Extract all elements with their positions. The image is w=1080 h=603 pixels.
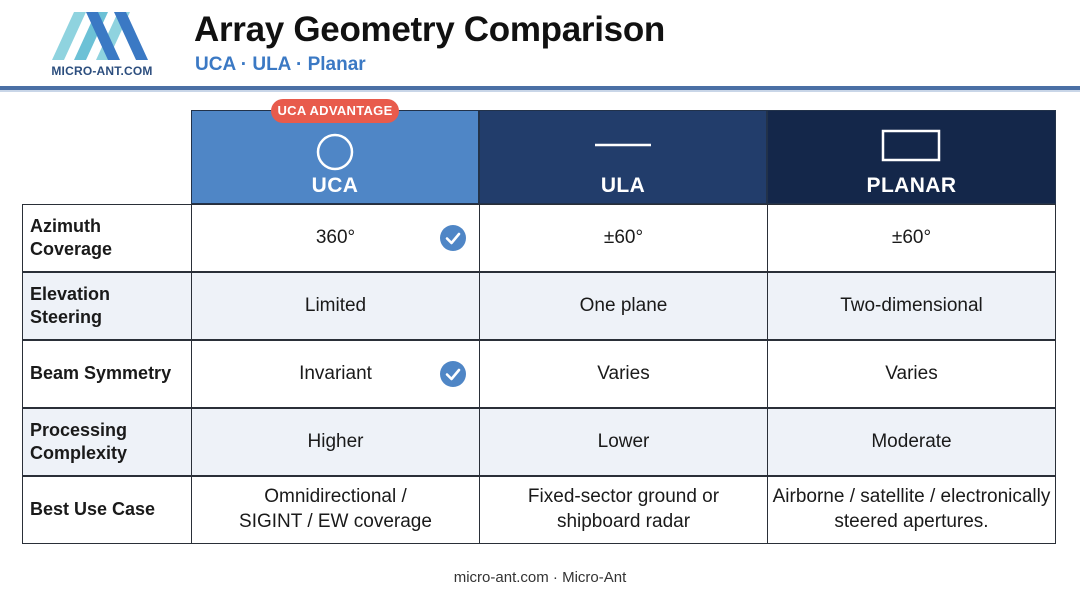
header: MICRO-ANT.COM Array Geometry Comparison … bbox=[0, 0, 1080, 86]
column-label-ula: ULA bbox=[600, 174, 646, 197]
logo-text: MICRO-ANT.COM bbox=[51, 64, 153, 78]
cell-uca: 360° bbox=[191, 204, 480, 272]
column-header-planar: PLANAR bbox=[767, 110, 1056, 204]
row-label: Processing Complexity bbox=[22, 408, 192, 476]
row-label: Azimuth Coverage bbox=[22, 204, 192, 272]
cell-value: Invariant bbox=[299, 362, 372, 384]
cell-ula: Fixed-sector ground or shipboard radar bbox=[479, 476, 768, 544]
column-label-uca: UCA bbox=[311, 174, 359, 197]
column-header-uca: UCA bbox=[191, 110, 479, 204]
cell-planar: ±60° bbox=[767, 204, 1056, 272]
column-header-ula: ULA bbox=[479, 110, 767, 204]
check-icon bbox=[440, 361, 466, 387]
check-icon bbox=[440, 225, 466, 251]
page-title: Array Geometry Comparison bbox=[194, 10, 665, 49]
table-row: Beam Symmetry Invariant Varies Varies bbox=[22, 340, 1056, 408]
logo: MICRO-ANT.COM bbox=[46, 10, 158, 80]
logo-mark-icon bbox=[52, 12, 148, 60]
cell-planar: Airborne / satellite / electronically st… bbox=[767, 476, 1056, 544]
cell-planar: Two-dimensional bbox=[767, 272, 1056, 340]
cell-uca: Omnidirectional / SIGINT / EW coverage bbox=[191, 476, 480, 544]
cell-planar: Moderate bbox=[767, 408, 1056, 476]
header-divider bbox=[0, 86, 1080, 90]
cell-uca: Invariant bbox=[191, 340, 480, 408]
cell-ula: One plane bbox=[479, 272, 768, 340]
table-row: Best Use Case Omnidirectional / SIGINT /… bbox=[22, 476, 1056, 544]
circle-icon bbox=[316, 133, 354, 171]
line-icon bbox=[595, 143, 651, 147]
cell-planar: Varies bbox=[767, 340, 1056, 408]
row-label: Elevation Steering bbox=[22, 272, 192, 340]
cell-ula: ±60° bbox=[479, 204, 768, 272]
uca-advantage-badge: UCA ADVANTAGE bbox=[271, 99, 399, 123]
page-subtitle: UCA · ULA · Planar bbox=[195, 54, 366, 75]
cell-value: 360° bbox=[315, 226, 356, 248]
row-label: Beam Symmetry bbox=[22, 340, 192, 408]
header-divider-light bbox=[0, 90, 1080, 92]
table-row: Azimuth Coverage 360° ±60° ±60° bbox=[22, 204, 1056, 272]
cell-ula: Lower bbox=[479, 408, 768, 476]
cell-ula: Varies bbox=[479, 340, 768, 408]
column-label-planar: PLANAR bbox=[866, 174, 957, 197]
rectangle-icon bbox=[881, 129, 940, 162]
row-label: Best Use Case bbox=[22, 476, 192, 544]
cell-uca: Limited bbox=[191, 272, 480, 340]
table-row: Elevation Steering Limited One plane Two… bbox=[22, 272, 1056, 340]
comparison-table: UCA ADVANTAGE UCA ULA PLANAR Azimuth Cov… bbox=[22, 99, 1056, 544]
footer-text: micro-ant.com · Micro-Ant bbox=[453, 569, 627, 586]
cell-uca: Higher bbox=[191, 408, 480, 476]
table-row: Processing Complexity Higher Lower Moder… bbox=[22, 408, 1056, 476]
